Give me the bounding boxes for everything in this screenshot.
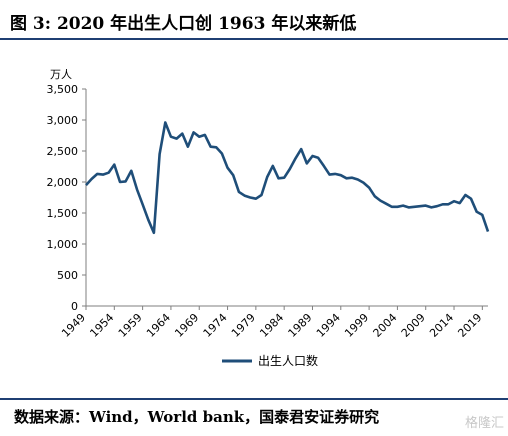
series-line xyxy=(85,121,490,235)
x-tick-label: 1949 xyxy=(59,311,88,340)
x-tick-label: 1969 xyxy=(172,311,201,340)
y-axis-unit: 万人 xyxy=(50,68,72,81)
title-bar: 图 3: 2020 年出生人口创 1963 年以来新低 xyxy=(0,0,508,40)
x-tick-label: 1964 xyxy=(144,311,173,340)
x-tick-label: 1994 xyxy=(314,311,343,340)
y-tick-label: 3,000 xyxy=(47,114,79,127)
y-tick-label: 1,000 xyxy=(47,238,79,251)
watermark: 格隆汇 xyxy=(464,416,504,431)
chart-title: 图 3: 2020 年出生人口创 1963 年以来新低 xyxy=(10,14,357,34)
y-tick-label: 0 xyxy=(71,300,78,313)
x-axis: 1949 1954 1959 1964 1969 1974 1979 1984 1989 1994… xyxy=(59,305,488,340)
legend-label: 出生人口数 xyxy=(258,353,318,368)
x-tick-label: 2019 xyxy=(455,311,484,340)
x-tick-label: 1999 xyxy=(342,311,371,340)
x-tick-label: 2009 xyxy=(399,311,428,340)
y-tick-label: 3,500 xyxy=(47,83,79,96)
y-tick-label: 2,000 xyxy=(47,176,79,189)
y-tick-label: 2,500 xyxy=(47,145,79,158)
y-tick-label: 1,500 xyxy=(47,207,79,220)
x-tick-label: 2014 xyxy=(427,311,456,340)
x-tick-label: 1959 xyxy=(116,311,145,340)
legend: 出生人口数 xyxy=(222,353,318,368)
x-tick-label: 1989 xyxy=(286,311,315,340)
y-axis: 0 500 1,000 1,500 2,000 2,500 3,000 3,500 xyxy=(47,83,87,313)
source-bar: 数据来源：Wind，World bank，国泰君安证券研究 xyxy=(0,398,508,436)
source-note: 数据来源：Wind，World bank，国泰君安证券研究 xyxy=(14,408,380,426)
x-tick-label: 1954 xyxy=(87,311,116,340)
y-tick-label: 500 xyxy=(57,269,78,282)
x-tick-label: 1984 xyxy=(257,311,286,340)
x-tick-label: 2004 xyxy=(371,311,400,340)
x-tick-label: 1979 xyxy=(229,311,258,340)
x-tick-label: 1974 xyxy=(201,311,230,340)
